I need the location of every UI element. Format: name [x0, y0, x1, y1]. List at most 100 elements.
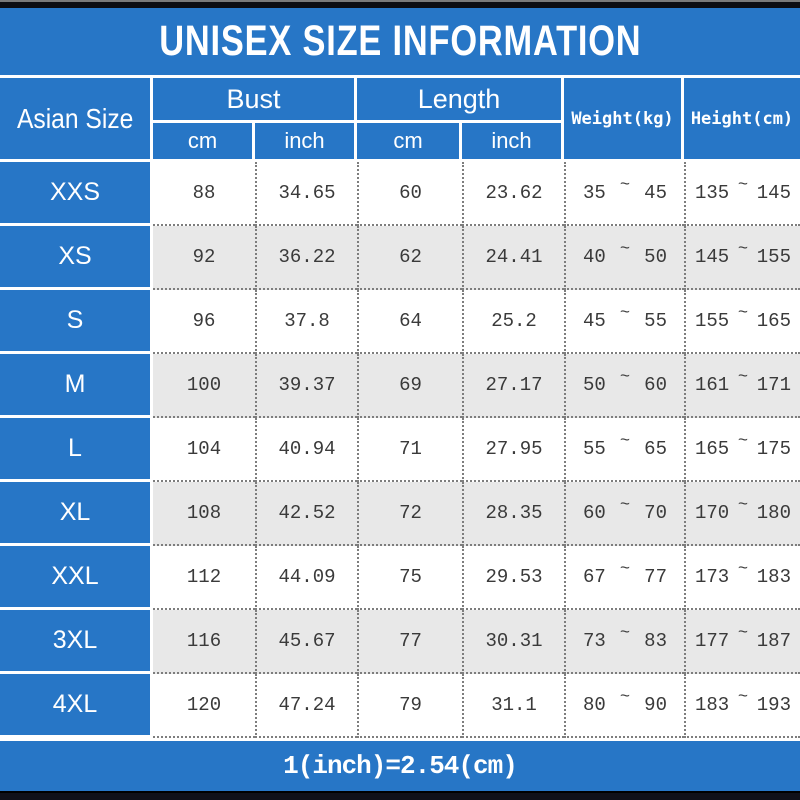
height-range: 155 ~ 165 — [684, 290, 800, 354]
bust-inch-value: 36.22 — [255, 226, 357, 290]
height-max: 165 — [756, 310, 791, 332]
length-cm-value: 71 — [357, 418, 462, 482]
weight-max: 60 — [644, 374, 667, 396]
height-max: 187 — [756, 630, 791, 652]
length-cm-value: 62 — [357, 226, 462, 290]
weight-min: 40 — [583, 246, 606, 268]
divider — [0, 75, 800, 78]
bust-inch-value: 37.8 — [255, 290, 357, 354]
tilde-separator: ~ — [619, 367, 631, 387]
subheader-bust-inch: inch — [255, 123, 357, 159]
height-min: 183 — [695, 694, 730, 716]
weight-max: 65 — [644, 438, 667, 460]
length-cm-value: 75 — [357, 546, 462, 610]
weight-min: 45 — [583, 310, 606, 332]
height-min: 177 — [695, 630, 730, 652]
weight-min: 50 — [583, 374, 606, 396]
height-range: 165 ~ 175 — [684, 418, 800, 482]
weight-min: 80 — [583, 694, 606, 716]
length-cm-value: 77 — [357, 610, 462, 674]
table-row: S 96 37.8 64 25.2 45 ~ 55 155 ~ 165 — [0, 290, 800, 354]
height-range: 183 ~ 193 — [684, 674, 800, 738]
weight-min: 55 — [583, 438, 606, 460]
weight-range: 50 ~ 60 — [564, 354, 684, 418]
weight-max: 90 — [644, 694, 667, 716]
tilde-separator: ~ — [619, 687, 631, 707]
height-max: 175 — [756, 438, 791, 460]
weight-max: 70 — [644, 502, 667, 524]
length-inch-value: 25.2 — [462, 290, 564, 354]
bust-inch-value: 34.65 — [255, 162, 357, 226]
bottom-border-bar — [0, 791, 800, 800]
bust-cm-value: 88 — [153, 162, 255, 226]
table-row: 3XL 116 45.67 77 30.31 73 ~ 83 177 ~ 187 — [0, 610, 800, 674]
column-header-height: Height(cm) — [684, 78, 800, 159]
column-header-label: Asian Size — [16, 102, 134, 134]
tilde-separator: ~ — [737, 687, 749, 707]
weight-min: 35 — [583, 182, 606, 204]
bust-cm-value: 104 — [153, 418, 255, 482]
bust-inch-value: 47.24 — [255, 674, 357, 738]
height-min: 161 — [695, 374, 730, 396]
tilde-separator: ~ — [737, 239, 749, 259]
table-row: XL 108 42.52 72 28.35 60 ~ 70 170 ~ 180 — [0, 482, 800, 546]
height-min: 135 — [695, 182, 730, 204]
bust-inch-value: 45.67 — [255, 610, 357, 674]
column-header-length: Length — [357, 78, 564, 123]
height-max: 183 — [756, 566, 791, 588]
weight-min: 73 — [583, 630, 606, 652]
length-inch-value: 27.95 — [462, 418, 564, 482]
weight-max: 55 — [644, 310, 667, 332]
size-label: 4XL — [0, 674, 153, 738]
tilde-separator: ~ — [619, 303, 631, 323]
bust-inch-value: 39.37 — [255, 354, 357, 418]
tilde-separator: ~ — [737, 495, 749, 515]
table-body: XXS 88 34.65 60 23.62 35 ~ 45 135 ~ 145 … — [0, 162, 800, 738]
bust-inch-value: 40.94 — [255, 418, 357, 482]
weight-min: 60 — [583, 502, 606, 524]
size-label: S — [0, 290, 153, 354]
height-max: 145 — [756, 182, 791, 204]
bust-inch-value: 42.52 — [255, 482, 357, 546]
bust-cm-value: 112 — [153, 546, 255, 610]
height-range: 161 ~ 171 — [684, 354, 800, 418]
bust-inch-value: 44.09 — [255, 546, 357, 610]
weight-min: 67 — [583, 566, 606, 588]
subheader-length-cm: cm — [357, 123, 462, 159]
size-label: M — [0, 354, 153, 418]
tilde-separator: ~ — [619, 623, 631, 643]
tilde-separator: ~ — [737, 559, 749, 579]
bust-cm-value: 116 — [153, 610, 255, 674]
tilde-separator: ~ — [737, 623, 749, 643]
column-header-bust: Bust — [153, 78, 357, 123]
tilde-separator: ~ — [737, 303, 749, 323]
bust-cm-value: 120 — [153, 674, 255, 738]
tilde-separator: ~ — [619, 559, 631, 579]
conversion-note: 1(inch)=2.54(cm) — [283, 751, 518, 781]
tilde-separator: ~ — [619, 175, 631, 195]
bust-cm-value: 96 — [153, 290, 255, 354]
top-border-bar — [0, 0, 800, 8]
weight-max: 77 — [644, 566, 667, 588]
tilde-separator: ~ — [619, 431, 631, 451]
weight-range: 40 ~ 50 — [564, 226, 684, 290]
weight-range: 80 ~ 90 — [564, 674, 684, 738]
table-row: XXL 112 44.09 75 29.53 67 ~ 77 173 ~ 183 — [0, 546, 800, 610]
length-inch-value: 24.41 — [462, 226, 564, 290]
bust-cm-value: 108 — [153, 482, 255, 546]
height-range: 170 ~ 180 — [684, 482, 800, 546]
table-row: L 104 40.94 71 27.95 55 ~ 65 165 ~ 175 — [0, 418, 800, 482]
length-cm-value: 79 — [357, 674, 462, 738]
height-max: 171 — [756, 374, 791, 396]
weight-range: 45 ~ 55 — [564, 290, 684, 354]
page-title: UNISEX SIZE INFORMATION — [158, 17, 642, 65]
bust-cm-value: 92 — [153, 226, 255, 290]
column-header-asian-size: Asian Size — [0, 78, 153, 159]
length-inch-value: 30.31 — [462, 610, 564, 674]
weight-range: 55 ~ 65 — [564, 418, 684, 482]
size-label: 3XL — [0, 610, 153, 674]
tilde-separator: ~ — [619, 239, 631, 259]
length-cm-value: 72 — [357, 482, 462, 546]
height-min: 155 — [695, 310, 730, 332]
